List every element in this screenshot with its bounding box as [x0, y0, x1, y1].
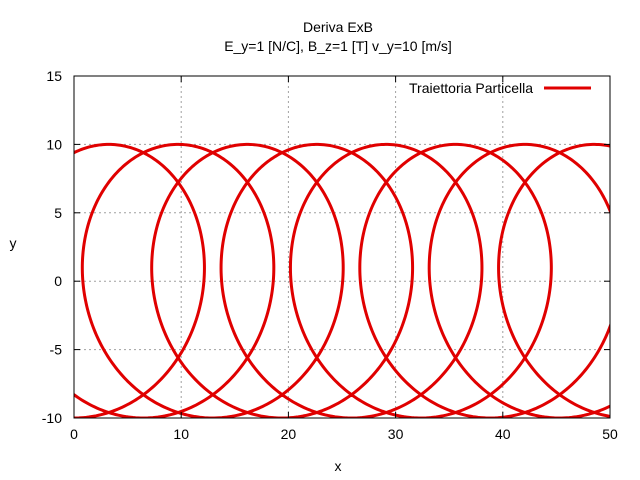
y-tick-label: 0	[54, 273, 62, 289]
y-axis-label: y	[10, 235, 17, 251]
chart-title: Deriva ExB	[303, 19, 373, 35]
x-tick-label: 0	[70, 426, 78, 442]
y-tick-label: 5	[54, 205, 62, 221]
legend: Traiettoria Particella	[409, 80, 591, 96]
x-tick-label: 30	[388, 426, 404, 442]
plot-border	[73, 75, 611, 419]
x-tick-label: 50	[602, 426, 618, 442]
legend-label: Traiettoria Particella	[409, 80, 533, 96]
y-tick-label: 10	[46, 136, 62, 152]
x-tick-label: 20	[281, 426, 297, 442]
chart-subtitle: E_y=1 [N/C], B_z=1 [T] v_y=10 [m/s]	[224, 38, 452, 54]
x-tick-label: 40	[495, 426, 511, 442]
y-tick-label: -10	[42, 410, 62, 426]
x-tick-label: 10	[173, 426, 189, 442]
y-tick-label: -5	[50, 342, 63, 358]
series-line	[74, 142, 610, 418]
y-tick-label: 15	[46, 68, 62, 84]
series-layer	[74, 142, 610, 418]
ticks: 0 10 20 30 40 50 -10 -5 0 5 10 15	[42, 68, 618, 442]
x-axis-label: x	[335, 458, 342, 474]
